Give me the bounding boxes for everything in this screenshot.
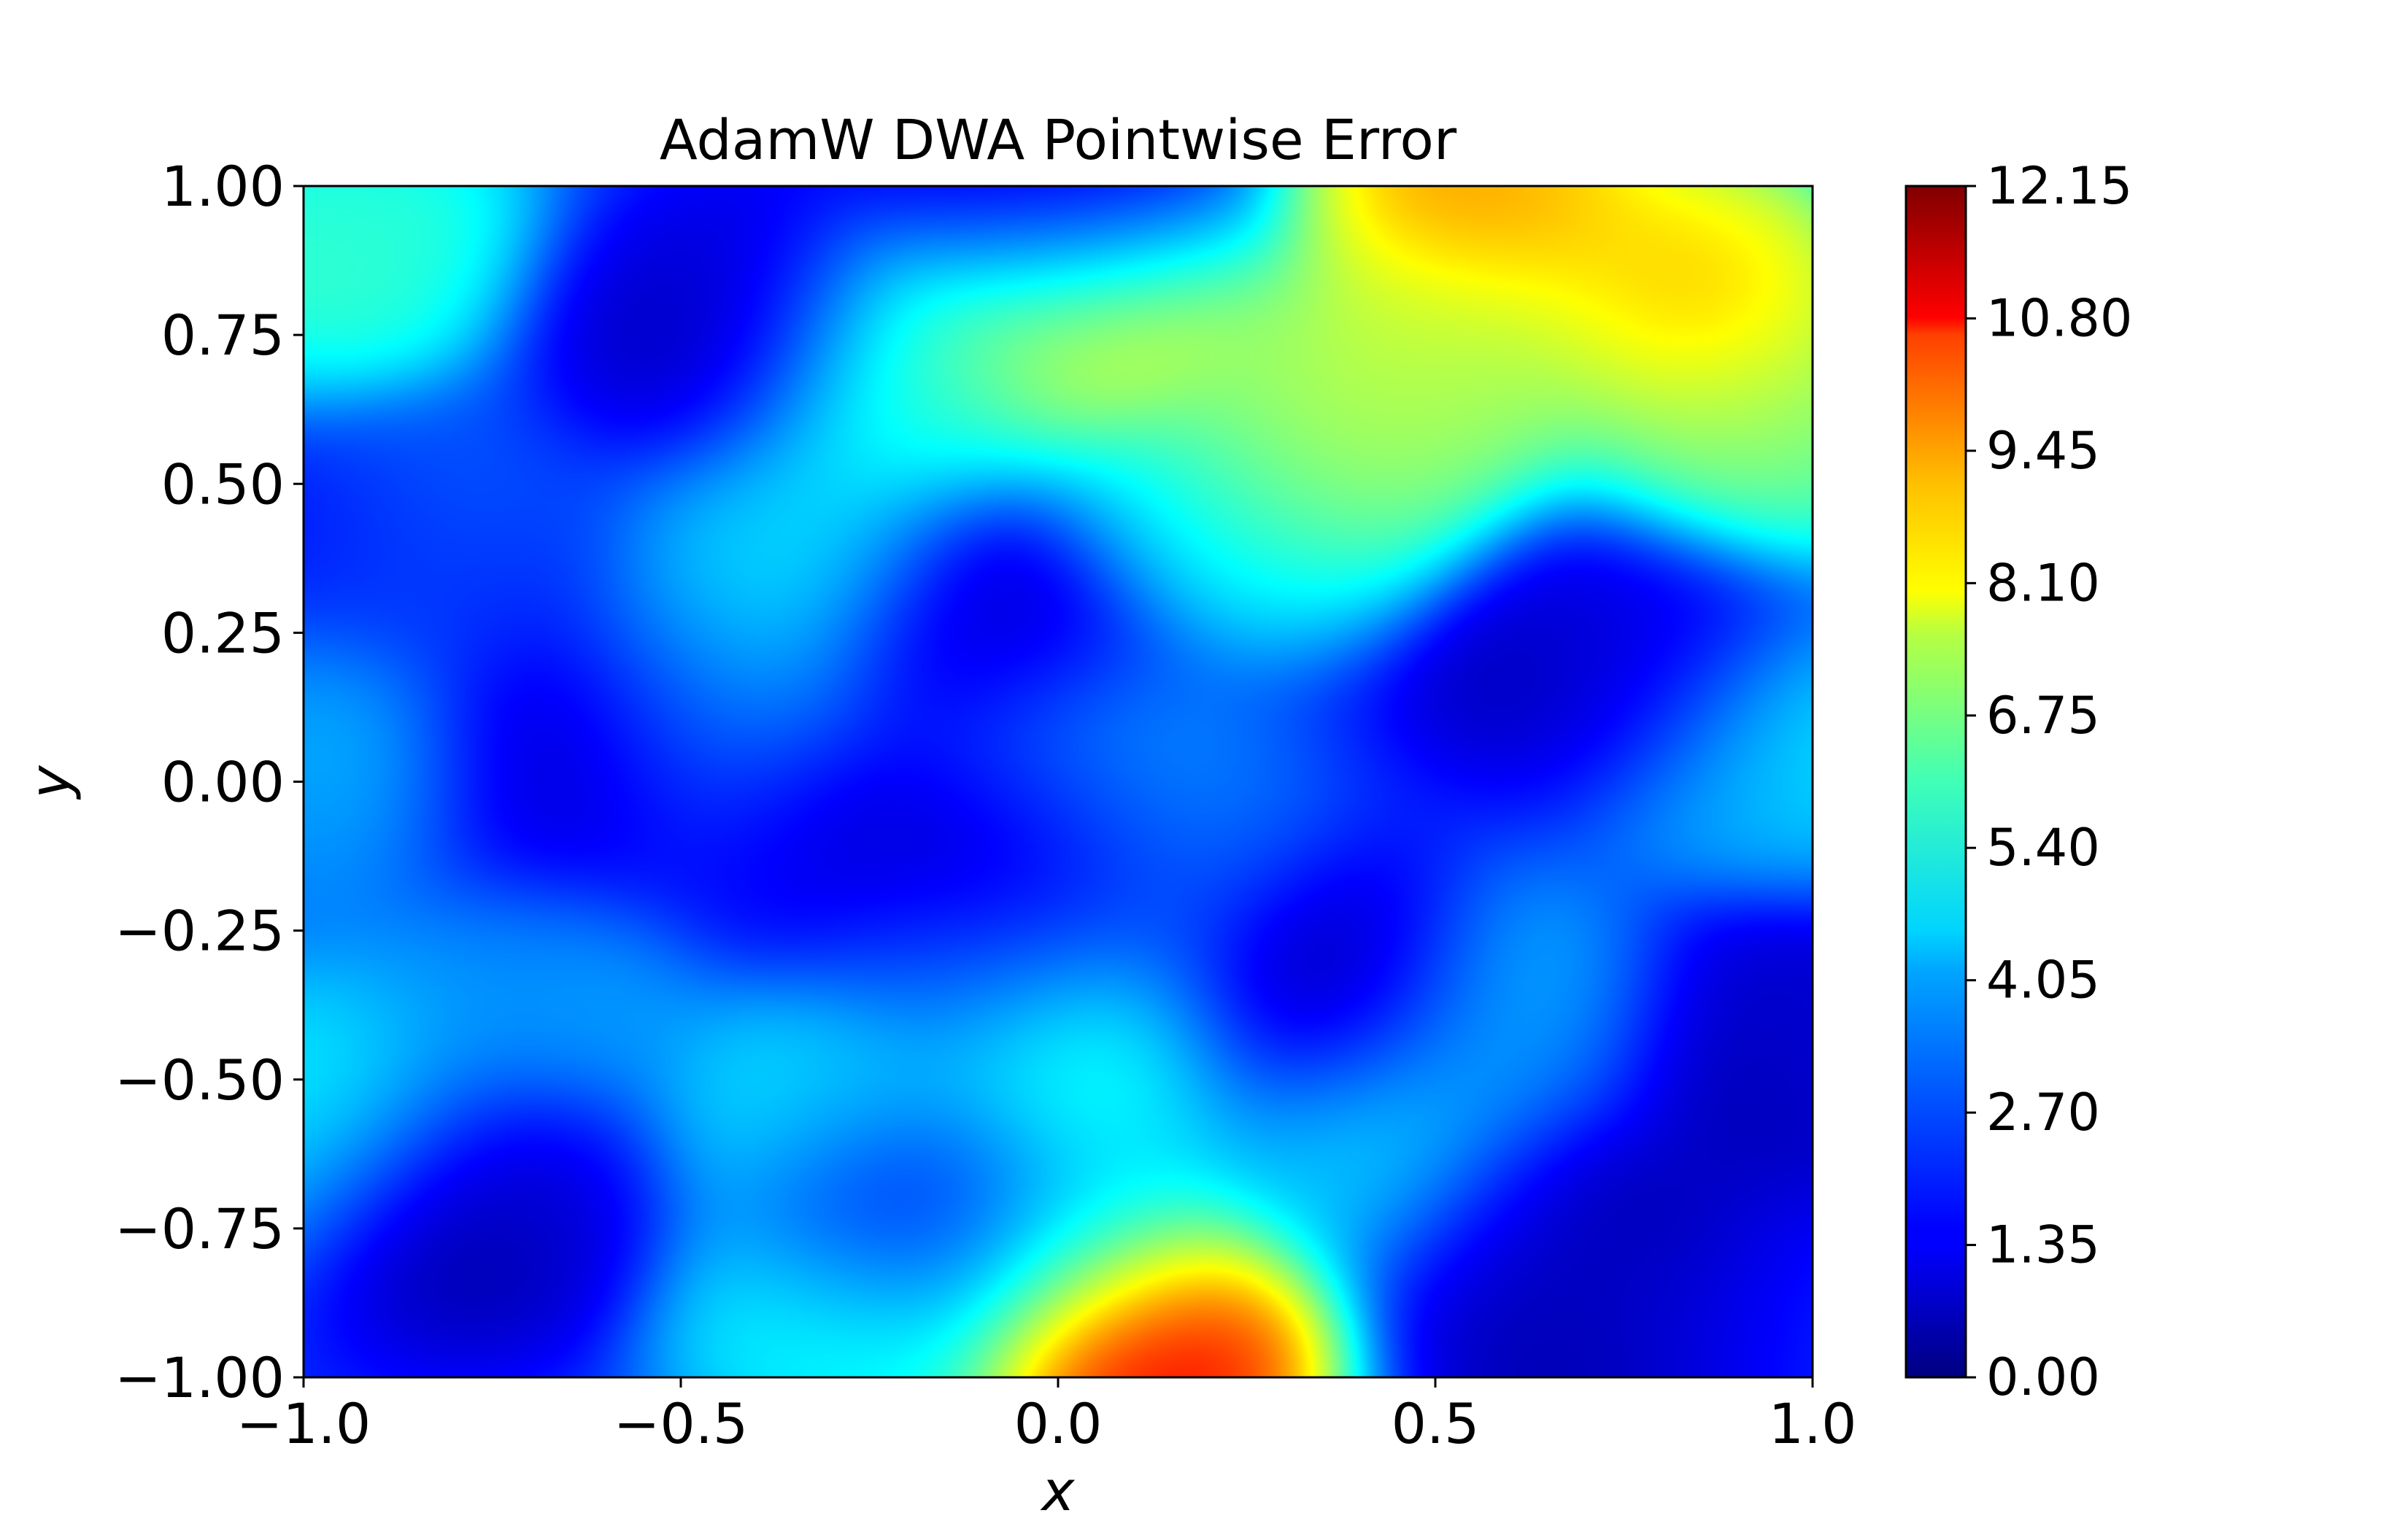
y-tick-label: 0.00 [161, 750, 285, 815]
plot-area [304, 186, 1813, 1377]
y-tick-label: −0.25 [115, 899, 285, 964]
x-tick-label: −1.0 [236, 1391, 371, 1456]
y-axis-label: y [18, 765, 82, 800]
colorbar-tick-label: 6.75 [1986, 686, 2100, 746]
x-tick-label: 1.0 [1769, 1391, 1857, 1456]
y-tick-label: 1.00 [161, 154, 285, 219]
x-tick-label: −0.5 [614, 1391, 749, 1456]
y-axis: −1.00 −0.75 −0.50 −0.25 0.00 0.25 0.50 0.75 1.00 [115, 154, 304, 1410]
colorbar-gradient [1906, 186, 1966, 1377]
colorbar-ticks: 0.00 1.35 2.70 4.05 5.40 6.75 8.10 9.45 10.80 12.… [1966, 156, 2132, 1407]
x-axis: −1.0 −0.5 0.0 0.5 1.0 [236, 1377, 1857, 1456]
colorbar-tick-label: 12.15 [1986, 156, 2132, 216]
colorbar-tick-label: 10.80 [1986, 288, 2132, 348]
colorbar-tick-label: 5.40 [1986, 818, 2100, 878]
colorbar-tick-label: 0.00 [1986, 1347, 2100, 1407]
colorbar-tick-label: 1.35 [1986, 1215, 2100, 1275]
chart-title: AdamW DWA Pointwise Error [660, 107, 1457, 172]
colorbar: 0.00 1.35 2.70 4.05 5.40 6.75 8.10 9.45 10.80 12.… [1905, 156, 2132, 1407]
y-tick-label: 0.25 [161, 600, 285, 665]
colorbar-tick-label: 8.10 [1986, 553, 2100, 613]
colorbar-tick-label: 4.05 [1986, 951, 2100, 1010]
colorbar-frame [1905, 185, 1967, 1379]
heatmap-field-container [304, 186, 1813, 1377]
colorbar-tick-label: 2.70 [1986, 1083, 2100, 1142]
y-tick-label: 0.50 [161, 452, 285, 517]
x-tick-label: 0.5 [1392, 1391, 1480, 1456]
y-tick-label: −0.75 [115, 1196, 285, 1261]
heatmap-field [304, 186, 1813, 1377]
y-tick-label: −0.50 [115, 1048, 285, 1113]
x-axis-label: x [1041, 1458, 1076, 1523]
y-tick-label: −1.00 [115, 1345, 285, 1410]
x-tick-label: 0.0 [1014, 1391, 1103, 1456]
colorbar-tick-label: 9.45 [1986, 421, 2100, 481]
y-tick-label: 0.75 [161, 303, 285, 368]
